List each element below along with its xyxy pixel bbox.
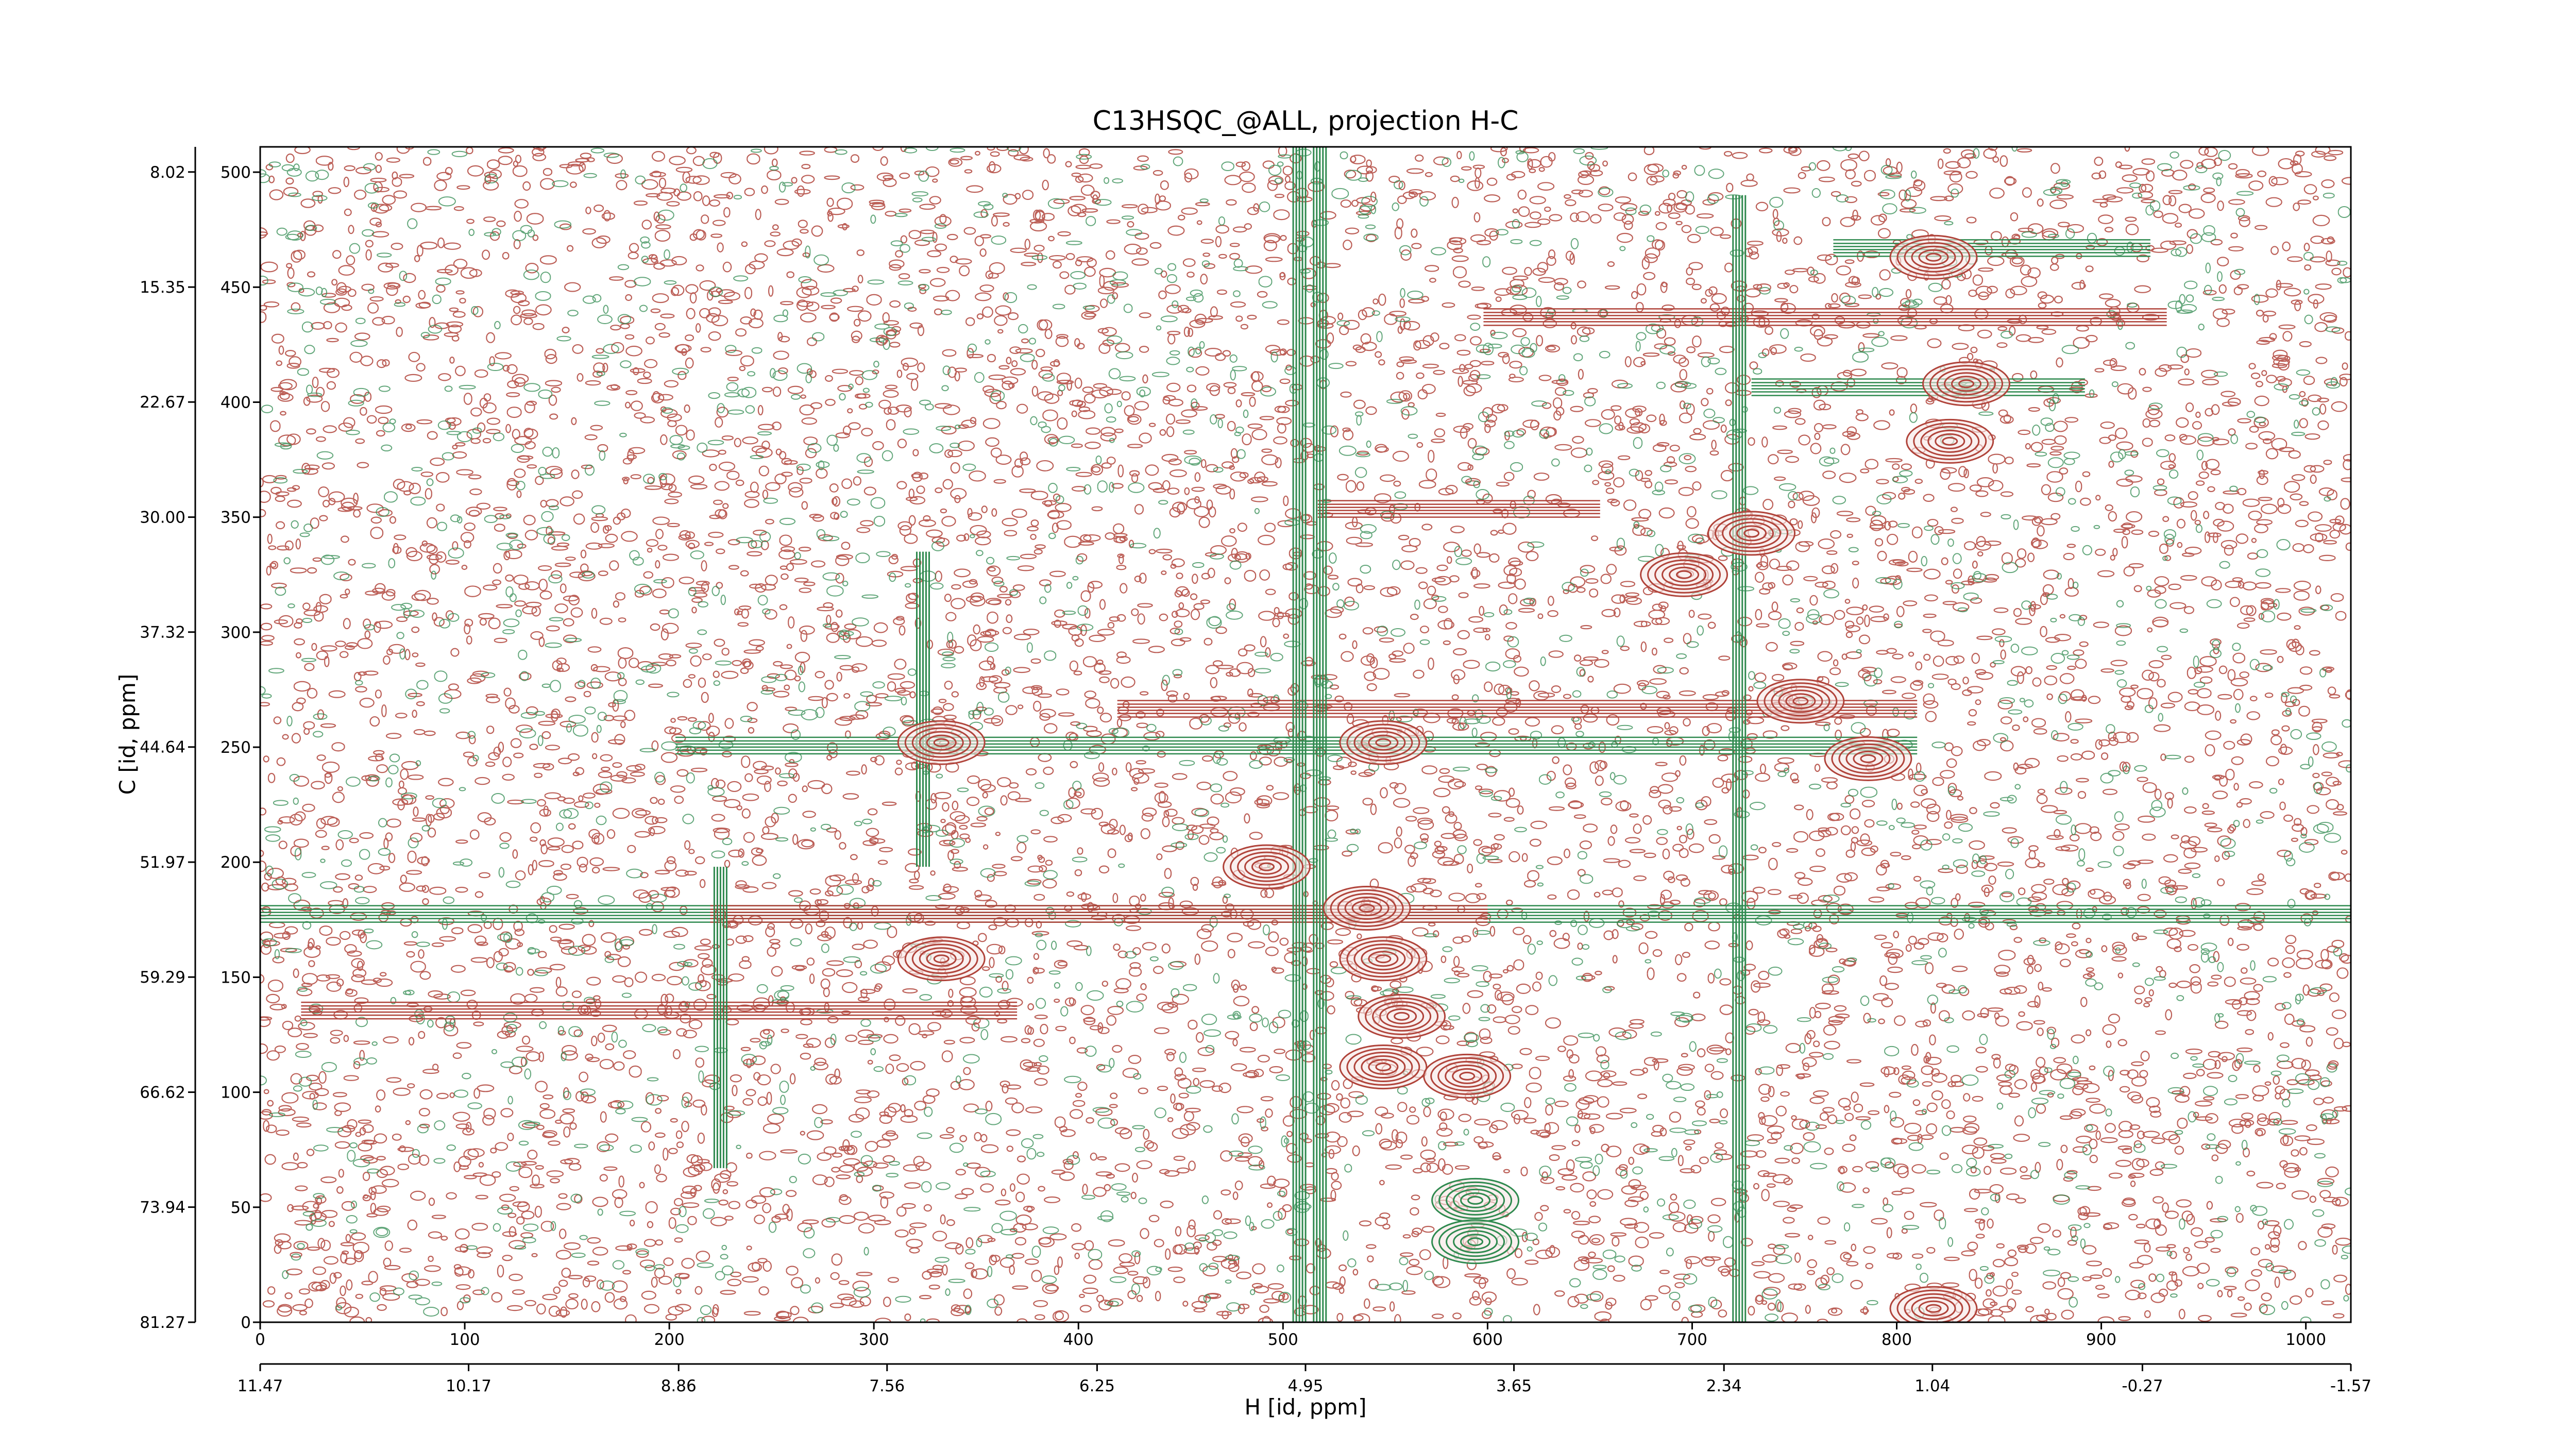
- y-tick-label: 0: [241, 1313, 251, 1332]
- x-tick-label: 700: [1677, 1330, 1707, 1349]
- y2-tick-label: 22.67: [140, 393, 185, 412]
- x-tick-label: 200: [654, 1330, 685, 1349]
- y-tick-label: 450: [221, 278, 251, 297]
- x-tick-label: 600: [1472, 1330, 1503, 1349]
- y-tick-label: 500: [221, 163, 251, 182]
- x2-tick-label: 1.04: [1914, 1377, 1950, 1395]
- y2-tick-label: 8.02: [150, 163, 185, 182]
- y-tick-label: 400: [221, 393, 251, 412]
- y-tick-label: 50: [231, 1199, 251, 1217]
- x2-tick-label: 11.47: [238, 1377, 283, 1395]
- peak: [1340, 721, 1427, 764]
- peak: [898, 937, 985, 981]
- peak: [1340, 1045, 1427, 1088]
- x-tick-label: 900: [2086, 1330, 2116, 1349]
- peak: [1923, 362, 2010, 406]
- x2-tick-label: 10.17: [446, 1377, 492, 1395]
- x-tick-label: 500: [1268, 1330, 1298, 1349]
- y2-tick-label: 66.62: [140, 1084, 185, 1102]
- y-tick-label: 350: [221, 509, 251, 527]
- y2-tick-label: 59.29: [140, 968, 185, 987]
- y2-tick-label: 15.35: [140, 278, 185, 297]
- peak: [1708, 512, 1795, 555]
- x2-tick-label: -1.57: [2330, 1377, 2371, 1395]
- x-tick-label: 100: [449, 1330, 480, 1349]
- y-tick-label: 100: [221, 1084, 251, 1102]
- y-tick-label: 200: [221, 853, 251, 872]
- peak: [1432, 1220, 1519, 1263]
- x-tick-label: 300: [859, 1330, 889, 1349]
- peak: [1432, 1178, 1519, 1222]
- peak: [1324, 887, 1410, 930]
- peak: [1641, 553, 1727, 596]
- peak: [1890, 235, 1977, 279]
- y-axis-label: C [id, ppm]: [115, 674, 140, 795]
- x2-tick-label: 7.56: [869, 1377, 905, 1395]
- x2-tick-label: 8.86: [661, 1377, 697, 1395]
- x-tick-label: 1000: [2285, 1330, 2326, 1349]
- y2-tick-label: 73.94: [140, 1199, 185, 1217]
- chart-title: C13HSQC_@ALL, projection H-C: [1093, 106, 1519, 137]
- x-tick-label: 400: [1063, 1330, 1094, 1349]
- y-tick-label: 300: [221, 624, 251, 642]
- x2-tick-label: 3.65: [1496, 1377, 1532, 1395]
- x-axis-label: H [id, ppm]: [1245, 1394, 1367, 1420]
- x2-tick-label: 4.95: [1287, 1377, 1323, 1395]
- peak: [1224, 845, 1310, 888]
- peak: [1359, 995, 1445, 1038]
- x-tick-label: 0: [255, 1330, 265, 1349]
- peak: [1907, 419, 1993, 463]
- x2-tick-label: 6.25: [1079, 1377, 1115, 1395]
- y2-tick-label: 30.00: [140, 509, 185, 527]
- y2-tick-label: 44.64: [140, 738, 185, 757]
- peak: [1757, 680, 1844, 723]
- x2-tick-label: 2.34: [1706, 1377, 1742, 1395]
- peak: [1890, 1287, 1977, 1330]
- peak: [898, 721, 985, 764]
- x-tick-label: 800: [1882, 1330, 1912, 1349]
- x2-tick-label: -0.27: [2122, 1377, 2163, 1395]
- y2-tick-label: 37.32: [140, 624, 185, 642]
- peak: [1340, 937, 1427, 981]
- peak: [1424, 1054, 1511, 1098]
- y-tick-label: 150: [221, 968, 251, 987]
- y-tick-label: 250: [221, 738, 251, 757]
- peak: [1825, 737, 1911, 780]
- y2-tick-label: 81.27: [140, 1313, 185, 1332]
- y2-tick-label: 51.97: [140, 853, 185, 872]
